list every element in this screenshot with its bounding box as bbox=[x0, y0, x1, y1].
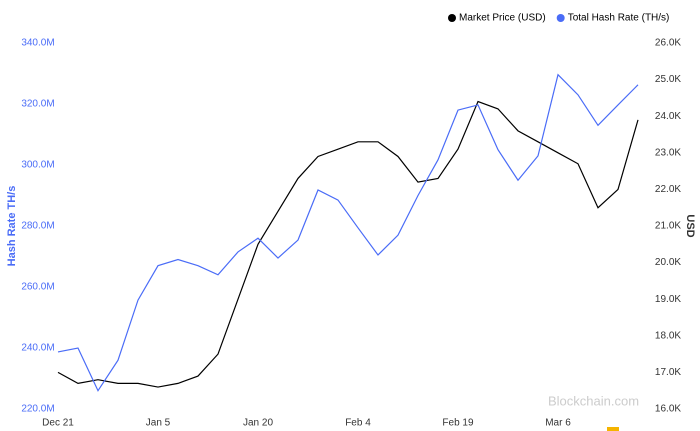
x-tick-label: Feb 19 bbox=[442, 418, 474, 429]
y2-tick-label: 22.0K bbox=[655, 184, 681, 195]
decoration bbox=[607, 427, 619, 431]
x-tick-label: Dec 21 bbox=[42, 418, 74, 429]
legend-label: Total Hash Rate (TH/s) bbox=[568, 13, 670, 24]
x-tick-label: Jan 20 bbox=[243, 418, 273, 429]
legend-label: Market Price (USD) bbox=[459, 13, 546, 24]
legend-marker bbox=[448, 14, 456, 22]
x-tick-label: Mar 6 bbox=[545, 418, 571, 429]
y2-axis-title: USD bbox=[684, 214, 696, 237]
y2-tick-label: 18.0K bbox=[655, 330, 681, 341]
y-tick-label: 300.0M bbox=[21, 160, 54, 171]
watermark: Blockchain.com bbox=[548, 393, 639, 408]
y-tick-label: 320.0M bbox=[21, 99, 54, 110]
y-tick-label: 280.0M bbox=[21, 221, 54, 232]
y-tick-label: 340.0M bbox=[21, 38, 54, 49]
y2-tick-label: 19.0K bbox=[655, 294, 681, 305]
y-tick-label: 220.0M bbox=[21, 404, 54, 415]
y-axis-title: Hash Rate TH/s bbox=[6, 186, 18, 267]
legend-marker bbox=[556, 14, 565, 22]
x-tick-label: Jan 5 bbox=[146, 418, 171, 429]
y2-tick-label: 21.0K bbox=[655, 221, 681, 232]
y2-tick-label: 26.0K bbox=[655, 38, 681, 49]
y2-tick-label: 25.0K bbox=[655, 74, 681, 85]
y2-tick-label: 24.0K bbox=[655, 111, 681, 122]
y-tick-label: 240.0M bbox=[21, 343, 54, 354]
y2-tick-label: 17.0K bbox=[655, 367, 681, 378]
y2-tick-label: 23.0K bbox=[655, 147, 681, 158]
y2-tick-label: 16.0K bbox=[655, 404, 681, 415]
y-tick-label: 260.0M bbox=[21, 282, 54, 293]
series-line bbox=[57, 73, 639, 392]
x-tick-label: Feb 4 bbox=[345, 418, 371, 429]
y2-tick-label: 20.0K bbox=[655, 257, 681, 268]
series-line bbox=[57, 100, 639, 388]
